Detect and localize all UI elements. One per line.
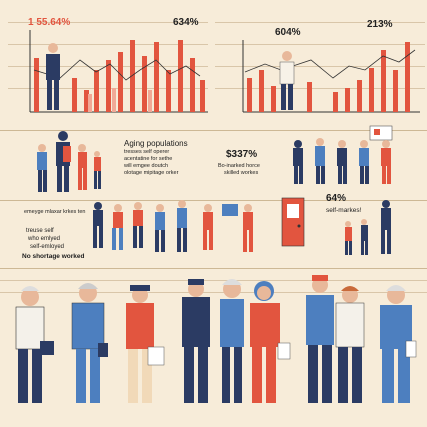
person-6 bbox=[250, 281, 291, 403]
person-4 bbox=[182, 279, 210, 403]
middle-stat: $337% bbox=[226, 149, 258, 160]
right-mid-figures bbox=[345, 200, 391, 255]
stat-label-mid: 634% bbox=[173, 17, 199, 28]
stat-label: 1 55.64% bbox=[28, 17, 71, 28]
person-1 bbox=[15, 286, 54, 403]
right-mid-stat-sub: self-markes! bbox=[326, 207, 362, 214]
left-bottom-line-1: treuse self bbox=[26, 228, 54, 234]
left-bottom-line-4: No shortage worked bbox=[22, 253, 85, 260]
stat-label-right: 604% bbox=[275, 27, 301, 38]
person-8 bbox=[335, 286, 365, 403]
middle-line-4: olotage mipitage orker bbox=[124, 170, 179, 176]
top-right-chart-panel: 634% 604% 213% bbox=[173, 0, 427, 120]
middle-left-figures bbox=[37, 131, 101, 192]
bar-chart-right bbox=[242, 40, 420, 113]
door-icon bbox=[281, 197, 305, 247]
top-left-chart-panel: 1 55.64% bbox=[0, 0, 210, 120]
middle-line-1: tresses self operer bbox=[124, 149, 170, 155]
walking-figures bbox=[93, 200, 253, 252]
right-mid-stat-value: 64% bbox=[326, 193, 347, 204]
left-mid-caption: emeyge mlaxar krkes ten bbox=[24, 209, 86, 215]
middle-heading: Aging populations bbox=[124, 139, 188, 148]
person-2 bbox=[71, 283, 108, 403]
middle-line-2: acentatine for sethe bbox=[124, 156, 173, 162]
stat-label-right-2: 213% bbox=[367, 19, 393, 30]
bottom-people-row bbox=[15, 275, 417, 403]
middle-stat-sub-2: skilled workes bbox=[224, 170, 259, 176]
left-bottom-line-2: who emlyed bbox=[28, 236, 61, 242]
presenter-figure bbox=[279, 51, 295, 110]
middle-right-figures bbox=[293, 125, 393, 184]
person-7 bbox=[306, 275, 334, 403]
middle-stat-sub-1: Bo-inarked horce bbox=[218, 163, 260, 169]
middle-line-3: will emgee doutch bbox=[124, 163, 169, 169]
businessman-figure bbox=[46, 43, 60, 110]
person-5 bbox=[220, 279, 244, 403]
person-9 bbox=[380, 285, 417, 403]
bar-chart bbox=[29, 30, 208, 113]
left-bottom-line-3: self-emloyed bbox=[30, 244, 65, 250]
person-3 bbox=[126, 285, 165, 403]
